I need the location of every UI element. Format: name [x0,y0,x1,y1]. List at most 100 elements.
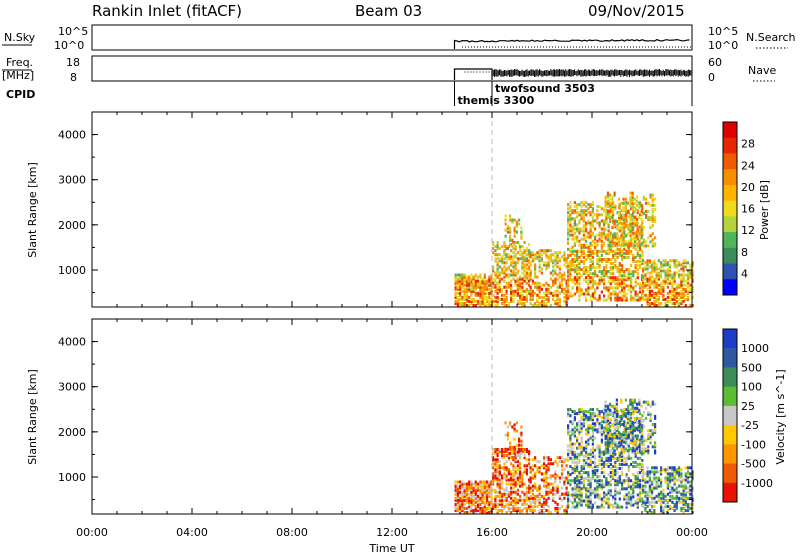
velocity-cell [634,481,637,485]
power-cell [538,255,541,259]
power-cell [594,241,597,245]
velocity-cell [673,504,676,508]
power-cell [646,279,649,283]
power-cell [540,283,543,287]
velocity-cell [666,500,669,504]
velocity-cell [624,429,627,433]
power-cell [604,199,607,203]
power-cell [513,242,516,246]
power-cell [514,255,517,259]
power-cell [587,288,590,292]
velocity-cell [669,474,672,478]
velocity-cell [620,441,623,445]
power-cell [477,291,480,295]
power-cell [465,291,468,295]
power-cell [642,275,645,279]
power-cell [525,267,528,271]
power-cell [561,255,564,259]
power-cell [611,244,614,248]
power-cell [651,209,654,213]
velocity-cell [640,418,643,422]
velocity-cell [509,451,512,455]
velocity-cell [513,445,516,449]
power-cell [634,278,637,282]
power-cell [561,279,564,283]
power-cell [594,219,597,223]
velocity-cell [510,472,513,476]
velocity-cell [578,454,581,458]
velocity-cell [514,470,517,474]
velocity-cell [538,466,541,470]
velocity-cell [470,500,473,504]
power-cell [582,203,585,207]
velocity-colorbar-bin [723,425,737,445]
power-cell [609,197,612,201]
velocity-cell [598,505,601,509]
power-cell [587,221,590,225]
power-cell [666,295,669,299]
velocity-cell [477,502,480,506]
velocity-cell [627,435,630,439]
velocity-cell [525,494,528,498]
power-cell [632,231,635,235]
power-cell [666,281,669,285]
velocity-cell [609,444,612,448]
power-cell [543,299,546,303]
power-cell [529,275,532,279]
power-cell [639,225,642,229]
power-cell [534,263,537,267]
velocity-cell [486,482,489,486]
power-cell [594,296,597,300]
power-cell [655,267,658,271]
velocity-cell [654,425,657,428]
velocity-cell [534,458,537,462]
velocity-cell [666,511,669,514]
power-cell [472,275,475,279]
power-cell [510,285,513,289]
velocity-cell [596,479,599,483]
power-cell [506,246,509,250]
power-cell [589,231,592,235]
x-tick-label: 00:00 [676,526,708,539]
velocity-cell [618,491,621,495]
velocity-cell [596,495,599,499]
power-cell [589,298,592,302]
power-cell [589,286,592,290]
velocity-cell [479,492,482,496]
velocity-cell [589,408,592,412]
velocity-cell [501,484,504,488]
velocity-cell [580,487,583,491]
power-cell [636,234,639,238]
velocity-cell [492,482,495,486]
power-cell [510,295,513,299]
power-cell [594,247,597,251]
velocity-cell [633,449,636,453]
power-cell [547,249,550,253]
power-cell [529,291,532,295]
power-cell [521,251,524,255]
power-cell [578,227,581,231]
power-cell [514,241,517,244]
velocity-cell [456,492,459,496]
power-cell [611,195,614,199]
power-cell [664,263,667,267]
velocity-cell [585,440,588,444]
velocity-cell [512,496,515,500]
velocity-cell [494,504,497,508]
power-cell [639,247,642,251]
velocity-cell [521,482,524,486]
velocity-cell [596,414,599,418]
power-cell [632,260,635,263]
power-cell [481,299,484,303]
power-cell [569,270,572,274]
velocity-cell [589,501,592,505]
power-cell [477,275,480,279]
velocity-cell [641,497,644,501]
velocity-cell [596,465,599,468]
velocity-cell [505,496,508,500]
power-cell [616,292,619,296]
velocity-cell [514,506,517,510]
power-cell [673,297,676,301]
power-cell [511,244,514,248]
velocity-cell [569,465,572,468]
